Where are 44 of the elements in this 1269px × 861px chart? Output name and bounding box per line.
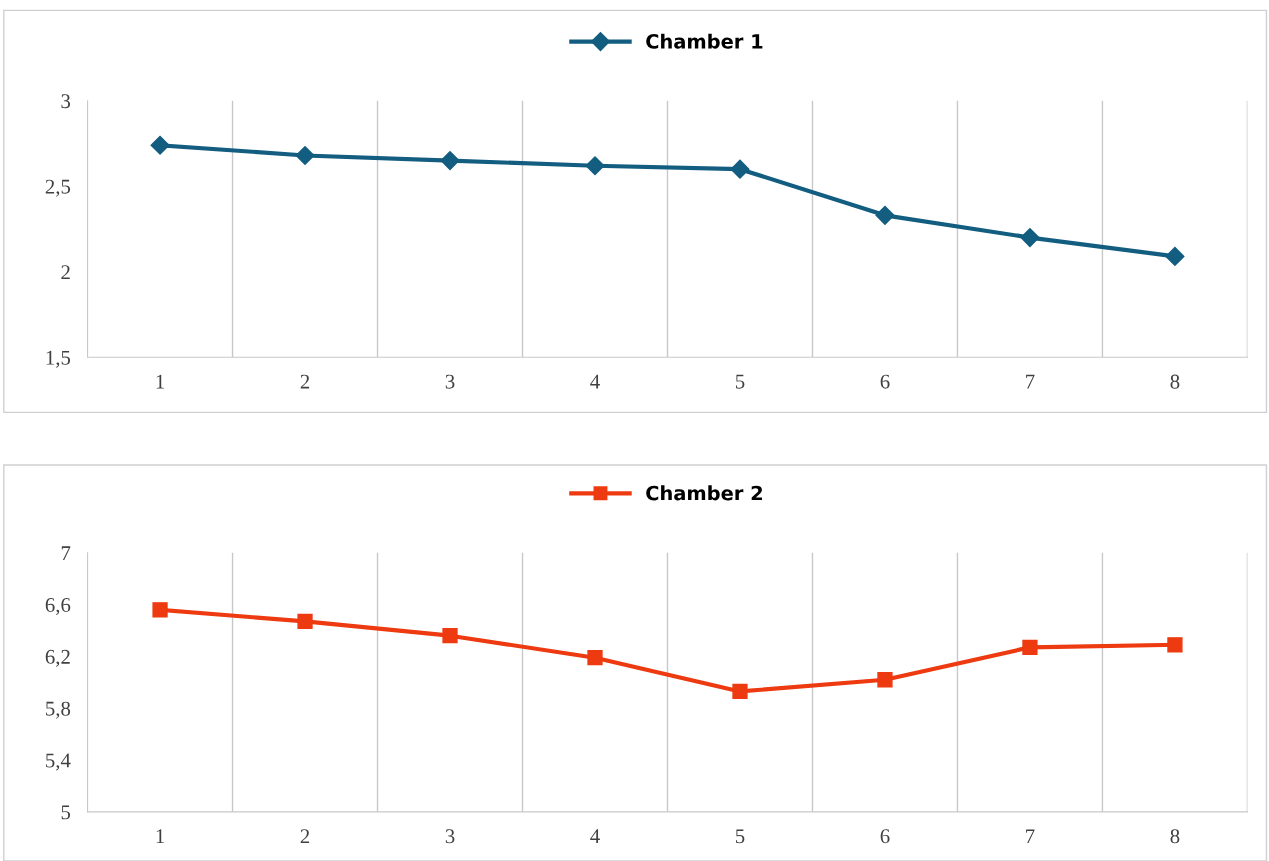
point bbox=[442, 628, 458, 644]
legend-label: Chamber 2 bbox=[646, 485, 762, 501]
x-tick-label: 1 bbox=[156, 829, 165, 844]
x-tick-label: 7 bbox=[1026, 829, 1035, 844]
y-tick-label: 3 bbox=[61, 94, 71, 109]
y-tick-label: 6,6 bbox=[45, 598, 71, 616]
y-tick-label: 2 bbox=[61, 265, 70, 280]
point bbox=[732, 683, 748, 700]
x-tick-label: 4 bbox=[590, 829, 600, 844]
y-tick-label: 5,4 bbox=[46, 753, 71, 771]
point bbox=[1022, 639, 1038, 655]
point bbox=[1165, 246, 1185, 266]
x-tick-label: 3 bbox=[445, 829, 455, 844]
point bbox=[150, 135, 170, 155]
x-tick-label: 5 bbox=[735, 829, 745, 844]
y-tick-label: 5,8 bbox=[46, 701, 71, 719]
y-tick-label: 6,2 bbox=[45, 649, 70, 667]
point bbox=[1167, 637, 1183, 653]
x-tick-label: 1 bbox=[156, 374, 165, 389]
x-tick-label: 6 bbox=[880, 374, 890, 389]
point bbox=[1020, 228, 1040, 248]
legend-label: Chamber 1 bbox=[646, 33, 763, 49]
point bbox=[152, 602, 168, 618]
point bbox=[877, 672, 893, 688]
x-tick-label: 3 bbox=[445, 374, 455, 389]
x-tick-label: 7 bbox=[1026, 374, 1035, 389]
y-tick-label: 2,5 bbox=[45, 179, 71, 197]
x-tick-label: 5 bbox=[735, 374, 745, 389]
point bbox=[440, 151, 460, 171]
x-tick-label: 8 bbox=[1170, 829, 1180, 844]
point bbox=[587, 650, 603, 666]
y-tick-label: 7 bbox=[61, 546, 71, 560]
x-tick-label: 2 bbox=[300, 374, 310, 389]
x-tick-label: 2 bbox=[300, 829, 310, 844]
point bbox=[875, 205, 895, 225]
point bbox=[295, 145, 315, 166]
x-tick-label: 6 bbox=[880, 829, 890, 844]
x-tick-label: 8 bbox=[1170, 374, 1180, 389]
y-tick-label: 5 bbox=[61, 805, 71, 820]
y-tick-label: 1,5 bbox=[46, 350, 71, 368]
point bbox=[730, 159, 750, 179]
x-tick-label: 4 bbox=[590, 374, 600, 389]
point bbox=[585, 156, 605, 176]
point bbox=[297, 613, 313, 630]
